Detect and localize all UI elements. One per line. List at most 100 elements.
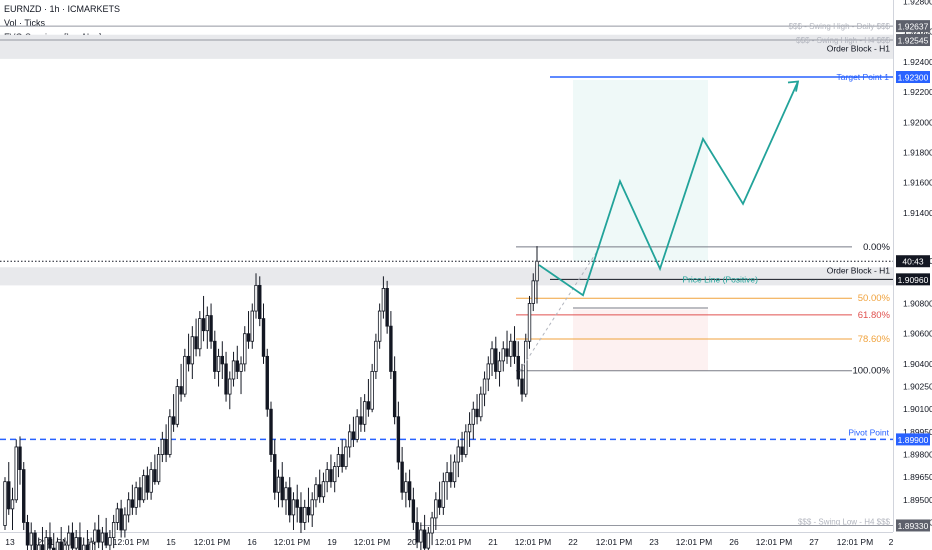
candle-body xyxy=(464,431,468,455)
candle-body xyxy=(25,522,30,546)
time-tick-6: 16 xyxy=(247,537,257,547)
candle-body xyxy=(205,315,210,332)
order-block-h1-mid-tag: 1.90960 xyxy=(898,275,929,285)
candle-body xyxy=(434,499,438,519)
candle-body xyxy=(37,544,41,550)
time-tick-13: 12:01 PM xyxy=(515,537,551,547)
candle-body xyxy=(126,499,131,516)
candle-body xyxy=(486,363,490,380)
price-tick-9: 1.90800 xyxy=(903,299,932,309)
candle-body xyxy=(66,532,71,546)
candle-body xyxy=(377,310,382,342)
candle-body xyxy=(501,348,505,362)
time-tick-14: 22 xyxy=(568,537,578,547)
candle-body xyxy=(273,454,277,493)
time-tick-20: 27 xyxy=(809,537,819,547)
candle-body xyxy=(332,466,337,483)
candle-body xyxy=(175,386,180,425)
candle-body xyxy=(194,336,198,350)
time-tick-5: 12:01 PM xyxy=(194,537,230,547)
candle-body xyxy=(449,472,453,483)
price-tick-10: 1.90600 xyxy=(903,329,932,339)
candle-body xyxy=(415,522,419,543)
candle-body xyxy=(306,506,311,516)
candle-body xyxy=(63,544,67,550)
candle-body xyxy=(295,499,299,508)
candle-body xyxy=(190,336,195,365)
target-point-tag-bg xyxy=(896,71,930,84)
price-tick-14: 1.89950 xyxy=(903,427,932,437)
price-line-label: Price Line (Positive) xyxy=(682,274,758,284)
candle-body xyxy=(482,378,487,395)
candle-body xyxy=(445,472,449,483)
candle-body xyxy=(59,541,63,550)
candle-body xyxy=(490,348,494,365)
candle-body xyxy=(239,363,243,372)
candle-body xyxy=(299,506,303,523)
stop-zone-box xyxy=(573,309,708,371)
candle-body xyxy=(392,371,397,418)
candle-body xyxy=(145,475,150,493)
candle-body xyxy=(460,446,464,455)
candle-body xyxy=(130,499,135,508)
candle-body xyxy=(198,318,202,350)
candle-body xyxy=(437,499,442,508)
price-tick-3: 1.92200 xyxy=(903,87,932,97)
candle-body xyxy=(153,469,157,483)
candle-body xyxy=(404,481,408,493)
candle-body xyxy=(141,475,146,501)
candle-body xyxy=(201,318,206,332)
price-tick-11: 1.90400 xyxy=(903,359,932,369)
swing-low-h4-tag-bg xyxy=(896,519,930,532)
target-point-tag: 1.92300 xyxy=(898,73,929,83)
candle-body xyxy=(183,355,187,395)
candle-body xyxy=(104,532,108,546)
candle-body xyxy=(318,484,322,498)
candle-body xyxy=(276,476,281,493)
candle-body xyxy=(209,315,213,342)
projection-path xyxy=(538,81,799,297)
candle-body xyxy=(370,371,374,410)
price-tick-0: 1.92800 xyxy=(903,0,932,7)
candle-body xyxy=(160,439,165,455)
candle-body xyxy=(509,340,513,357)
fib-trend-line xyxy=(519,246,601,371)
candle-body xyxy=(389,325,393,372)
candle-body xyxy=(265,355,269,410)
candle-body xyxy=(111,522,116,538)
pivot-point-label: Pivot Point xyxy=(848,427,889,437)
order-block-h1-top-label: Order Block - H1 xyxy=(827,44,891,54)
swing-high-daily-label: $$$ - Swing High - Daily $$$ xyxy=(789,22,891,31)
time-tick-17: 12:01 PM xyxy=(676,537,712,547)
candle-body xyxy=(134,487,138,508)
time-tick-3: 12:01 PM xyxy=(113,537,149,547)
candle-body xyxy=(96,529,101,543)
swing-low-h4-tag: 1.89330 xyxy=(898,521,929,531)
candle-body xyxy=(269,408,273,455)
order-block-zone-upper xyxy=(0,34,893,59)
target-zone-box xyxy=(573,80,708,262)
candle-body xyxy=(7,481,11,510)
candle-body xyxy=(344,446,348,467)
candle-body xyxy=(10,499,15,510)
candle-body xyxy=(347,431,352,448)
candle-body xyxy=(224,363,228,395)
fib-label-3: 78.60% xyxy=(858,334,891,345)
candle-body xyxy=(314,484,318,501)
candle-body xyxy=(516,355,520,380)
candle-body xyxy=(18,446,22,471)
candle-body xyxy=(407,481,412,501)
candle-body xyxy=(40,544,45,550)
candle-body xyxy=(494,348,498,372)
swing-high-daily-tag: 1.92637 xyxy=(898,22,929,32)
candle-body xyxy=(426,532,431,549)
candle-body xyxy=(310,499,314,516)
swing-high-h4-label: $$$ - Swing High - H4 $$$ xyxy=(796,36,890,45)
swing-high-h4-tag: 1.92545 xyxy=(898,36,929,46)
pivot-point-tag-bg xyxy=(896,433,930,446)
time-tick-18: 26 xyxy=(729,537,739,547)
time-tick-12: 21 xyxy=(488,537,498,547)
candle-body xyxy=(115,508,120,523)
candle-body xyxy=(475,408,479,418)
